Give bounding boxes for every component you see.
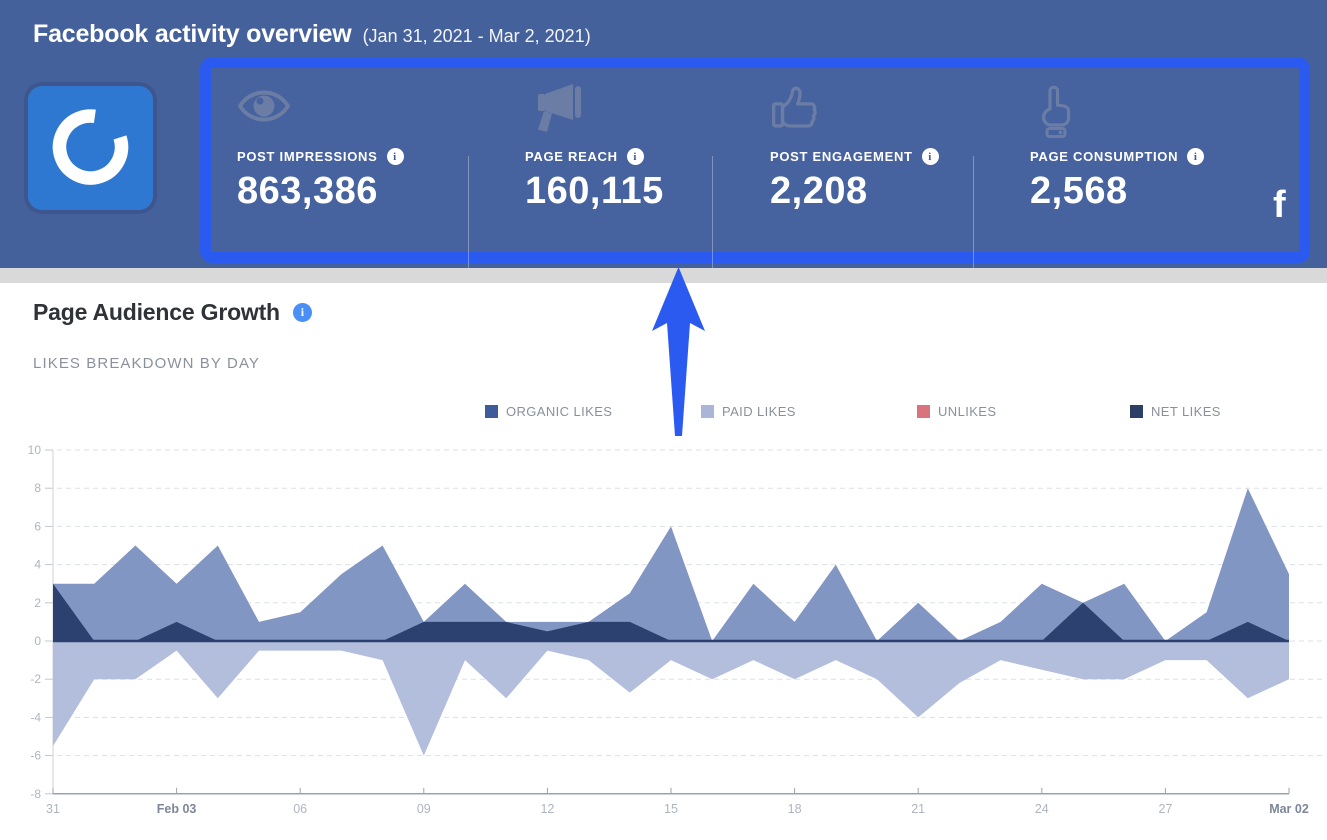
- stat-label: PAGE REACH: [525, 149, 618, 164]
- legend-label: PAID LIKES: [722, 404, 796, 419]
- stat-value: 863,386: [237, 170, 378, 212]
- ring-logo-icon: [52, 109, 129, 185]
- stat-value: 2,208: [770, 170, 868, 212]
- svg-text:-2: -2: [30, 672, 41, 686]
- section-subtitle: LIKES BREAKDOWN BY DAY: [33, 355, 261, 372]
- stat-label: PAGE CONSUMPTION: [1030, 149, 1179, 164]
- svg-text:12: 12: [540, 802, 554, 816]
- header-divider-strip: [0, 268, 1327, 283]
- svg-text:15: 15: [664, 802, 678, 816]
- section-title: Page Audience Growth: [33, 299, 280, 325]
- svg-text:0: 0: [34, 634, 41, 648]
- stat-divider: [712, 156, 713, 304]
- svg-text:-6: -6: [30, 749, 41, 763]
- stat-value: 160,115: [525, 170, 664, 212]
- color-swatch: [701, 405, 714, 418]
- stat-divider: [468, 156, 469, 304]
- date-range: (Jan 31, 2021 - Mar 2, 2021): [362, 26, 591, 46]
- stats-highlight-box: [200, 57, 1310, 304]
- stat-post-impressions: POST IMPRESSIONS i 863,386: [237, 84, 404, 213]
- area-series-0: [53, 488, 1289, 641]
- color-swatch: [485, 405, 498, 418]
- svg-text:8: 8: [34, 481, 41, 495]
- color-swatch: [1130, 405, 1143, 418]
- svg-text:21: 21: [911, 802, 925, 816]
- svg-text:18: 18: [788, 802, 802, 816]
- facebook-f-logo: f: [1273, 184, 1286, 226]
- legend-label: ORGANIC LIKES: [506, 404, 613, 419]
- legend-item-paid-likes[interactable]: PAID LIKES: [701, 404, 796, 419]
- brand-logo: [28, 86, 153, 210]
- svg-text:31: 31: [46, 802, 60, 816]
- thumbs-up-icon: [770, 84, 939, 142]
- page-title: Facebook activity overview: [33, 20, 352, 48]
- stat-label: POST IMPRESSIONS: [237, 149, 378, 164]
- svg-text:2: 2: [34, 596, 41, 610]
- svg-text:Mar 02: Mar 02: [1269, 802, 1309, 816]
- header: Facebook activity overview (Jan 31, 2021…: [0, 0, 1327, 304]
- header-title-row: Facebook activity overview (Jan 31, 2021…: [33, 20, 591, 49]
- svg-text:10: 10: [28, 443, 42, 457]
- legend-item-organic-likes[interactable]: ORGANIC LIKES: [485, 404, 612, 419]
- svg-text:-8: -8: [30, 787, 41, 801]
- stat-page-consumption: PAGE CONSUMPTION i 2,568: [1030, 84, 1205, 213]
- megaphone-icon: [525, 84, 664, 142]
- growth-chart: 10 8 6 4 2 0 -2 -4 -6 -8 31 Feb 03 06 09 12 15 18 21 24 27 M…: [28, 443, 1322, 816]
- svg-text:24: 24: [1035, 802, 1049, 816]
- info-icon[interactable]: i: [386, 148, 404, 165]
- svg-text:6: 6: [34, 519, 41, 533]
- stat-post-engagement: POST ENGAGEMENT i 2,208: [770, 84, 939, 213]
- legend-item-net-likes[interactable]: NET LIKES: [1130, 404, 1221, 419]
- area-series-1: [53, 641, 1289, 756]
- info-icon[interactable]: i: [1187, 148, 1205, 165]
- info-icon[interactable]: i: [626, 148, 644, 165]
- legend-label: NET LIKES: [1151, 404, 1221, 419]
- svg-text:4: 4: [34, 558, 41, 572]
- legend-item-unlikes[interactable]: UNLIKES: [917, 404, 996, 419]
- svg-text:09: 09: [417, 802, 431, 816]
- svg-text:27: 27: [1158, 802, 1172, 816]
- color-swatch: [917, 405, 930, 418]
- info-icon-blue[interactable]: i: [292, 303, 312, 322]
- eye-icon: [237, 84, 404, 142]
- stat-divider: [973, 156, 974, 304]
- svg-text:Feb 03: Feb 03: [157, 802, 197, 816]
- svg-text:-4: -4: [30, 710, 41, 724]
- info-icon[interactable]: i: [921, 148, 939, 165]
- area-series-3: [53, 583, 1289, 641]
- pointing-hand-icon: [1030, 84, 1204, 142]
- stat-page-reach: PAGE REACH i 160,115: [525, 84, 664, 213]
- svg-text:06: 06: [293, 802, 307, 816]
- legend-label: UNLIKES: [938, 404, 997, 419]
- stat-value: 2,568: [1030, 170, 1128, 212]
- stat-label: POST ENGAGEMENT: [770, 149, 913, 164]
- annotation-arrow-icon: [652, 267, 705, 436]
